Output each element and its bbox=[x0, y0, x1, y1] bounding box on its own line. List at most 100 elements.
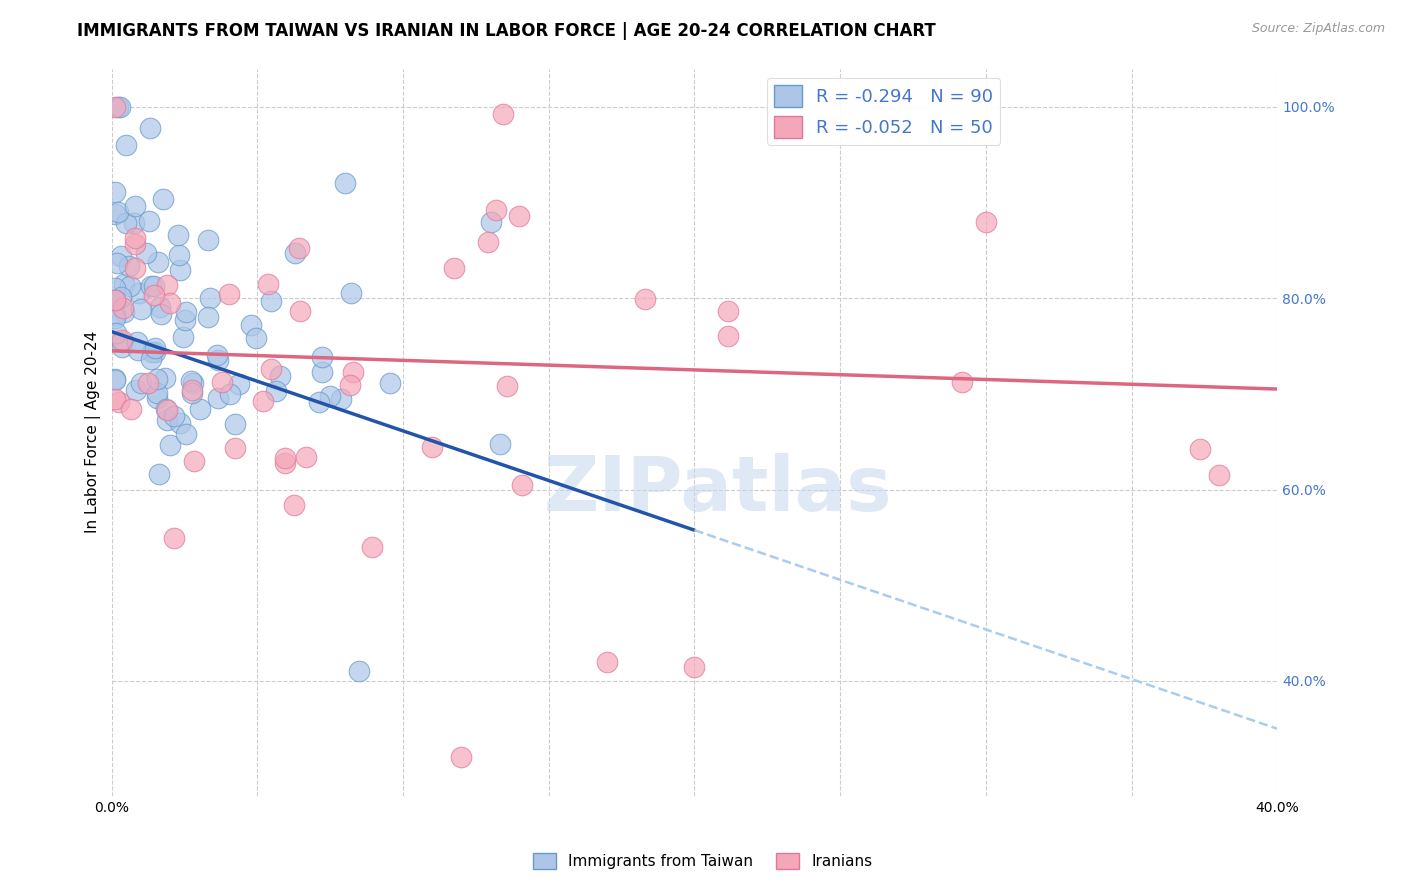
Point bbox=[295, 450, 318, 464]
Point bbox=[156, 413, 179, 427]
Point bbox=[135, 246, 157, 260]
Point bbox=[349, 665, 371, 679]
Point bbox=[311, 350, 333, 364]
Point bbox=[183, 454, 205, 468]
Point bbox=[143, 279, 166, 293]
Point bbox=[105, 256, 128, 270]
Point bbox=[146, 391, 169, 405]
Point bbox=[152, 192, 174, 206]
Point bbox=[259, 362, 281, 376]
Point bbox=[329, 392, 352, 407]
Point bbox=[333, 177, 356, 191]
Point bbox=[311, 365, 333, 379]
Point bbox=[1189, 442, 1212, 457]
Point bbox=[950, 376, 973, 390]
Point bbox=[159, 296, 181, 310]
Point bbox=[274, 456, 297, 470]
Point bbox=[128, 286, 150, 301]
Text: ZIPatlas: ZIPatlas bbox=[544, 453, 893, 527]
Point bbox=[197, 233, 219, 247]
Point bbox=[104, 293, 127, 307]
Point bbox=[125, 383, 148, 397]
Point bbox=[150, 307, 173, 321]
Point bbox=[110, 249, 132, 263]
Point bbox=[1208, 468, 1230, 483]
Point bbox=[124, 261, 146, 276]
Point bbox=[174, 313, 197, 327]
Point bbox=[340, 285, 363, 300]
Point bbox=[124, 237, 146, 252]
Point bbox=[155, 401, 177, 416]
Point bbox=[124, 199, 146, 213]
Point bbox=[104, 372, 127, 386]
Point bbox=[138, 214, 160, 228]
Point bbox=[167, 248, 190, 262]
Legend: Immigrants from Taiwan, Iranians: Immigrants from Taiwan, Iranians bbox=[527, 847, 879, 875]
Point bbox=[120, 401, 142, 416]
Point bbox=[104, 392, 127, 406]
Point bbox=[124, 230, 146, 244]
Point bbox=[104, 281, 127, 295]
Point bbox=[260, 293, 283, 308]
Point bbox=[181, 386, 204, 401]
Point bbox=[143, 288, 166, 302]
Point bbox=[104, 207, 127, 221]
Point bbox=[319, 389, 342, 403]
Point bbox=[479, 214, 502, 228]
Point bbox=[111, 301, 134, 315]
Point bbox=[139, 121, 162, 136]
Point bbox=[107, 204, 129, 219]
Point bbox=[108, 394, 131, 409]
Point bbox=[240, 318, 263, 332]
Point bbox=[284, 246, 307, 260]
Point bbox=[420, 440, 443, 454]
Point bbox=[129, 376, 152, 390]
Point bbox=[155, 370, 177, 384]
Point bbox=[159, 438, 181, 452]
Point bbox=[181, 376, 204, 391]
Point bbox=[166, 227, 188, 242]
Point bbox=[485, 203, 508, 218]
Point bbox=[443, 261, 465, 276]
Point bbox=[180, 374, 202, 388]
Point bbox=[308, 395, 330, 409]
Point bbox=[181, 383, 204, 397]
Point bbox=[156, 402, 179, 417]
Point bbox=[450, 750, 472, 764]
Point bbox=[141, 278, 163, 293]
Point bbox=[228, 377, 250, 392]
Point bbox=[115, 216, 138, 230]
Point bbox=[634, 293, 657, 307]
Point bbox=[207, 391, 229, 405]
Point bbox=[114, 277, 136, 292]
Point bbox=[127, 343, 149, 357]
Point bbox=[283, 498, 305, 512]
Point bbox=[224, 441, 246, 455]
Point bbox=[149, 300, 172, 314]
Point bbox=[148, 467, 170, 482]
Point bbox=[176, 305, 198, 319]
Point bbox=[111, 334, 134, 349]
Point bbox=[360, 540, 382, 554]
Point bbox=[288, 241, 311, 255]
Point bbox=[104, 293, 127, 307]
Point bbox=[495, 378, 517, 392]
Point bbox=[205, 348, 228, 362]
Point bbox=[136, 376, 159, 391]
Point bbox=[288, 303, 311, 318]
Point bbox=[488, 436, 510, 450]
Point bbox=[163, 531, 186, 545]
Point bbox=[342, 365, 364, 379]
Point bbox=[218, 287, 240, 301]
Point bbox=[378, 376, 401, 390]
Point bbox=[146, 385, 169, 400]
Point bbox=[125, 334, 148, 349]
Point bbox=[198, 291, 221, 305]
Point bbox=[115, 138, 138, 153]
Point bbox=[104, 326, 127, 340]
Point bbox=[118, 260, 141, 274]
Text: IMMIGRANTS FROM TAIWAN VS IRANIAN IN LABOR FORCE | AGE 20-24 CORRELATION CHART: IMMIGRANTS FROM TAIWAN VS IRANIAN IN LAB… bbox=[77, 22, 936, 40]
Point bbox=[104, 100, 127, 114]
Point bbox=[245, 331, 267, 345]
Point bbox=[104, 311, 127, 326]
